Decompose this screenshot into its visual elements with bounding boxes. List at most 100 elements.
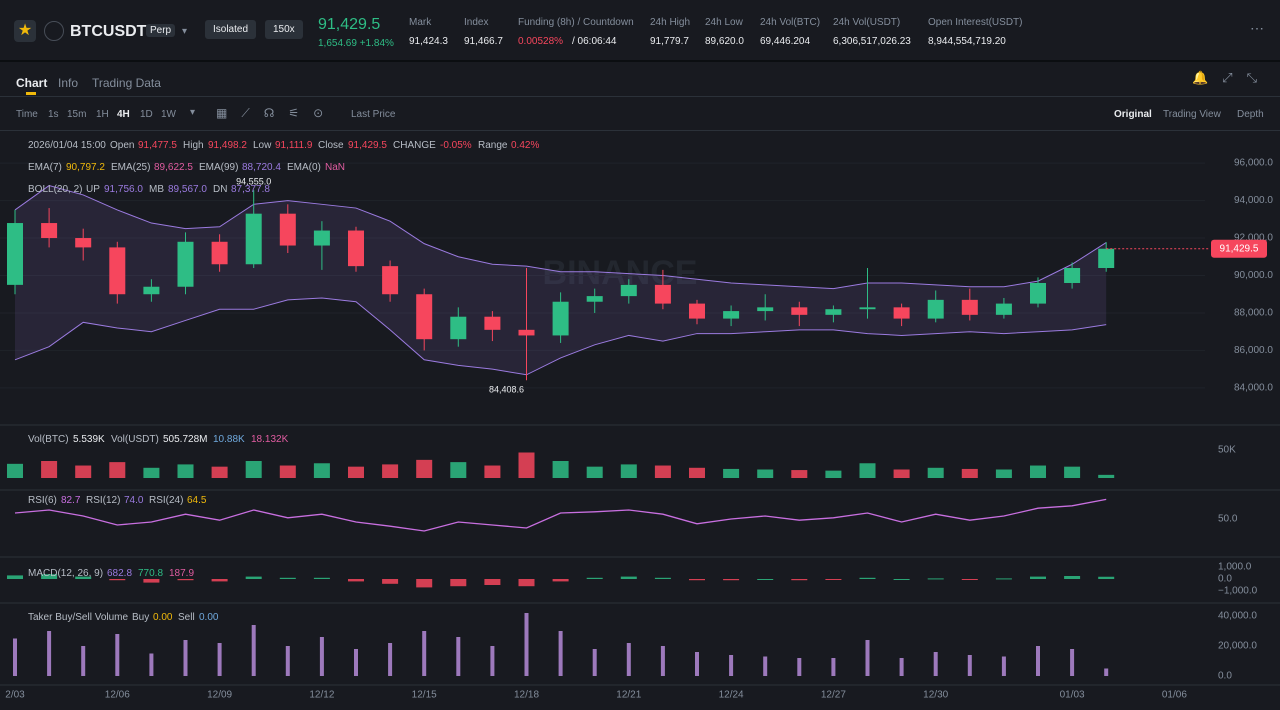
y-tick-label: 96,000.0 <box>1234 158 1273 169</box>
price-mode[interactable]: Last Price <box>351 109 396 120</box>
tab[interactable]: Chart <box>16 76 48 90</box>
candle-body <box>450 316 467 340</box>
stat-value: 6,306,517,026.23 <box>833 36 911 47</box>
legend-value: 0.42% <box>511 140 540 151</box>
taker-bar <box>183 640 188 676</box>
legend-label: UP <box>86 184 100 195</box>
volume-bar <box>757 469 774 478</box>
taker-bar <box>115 634 120 676</box>
legend-value: 91,477.5 <box>138 140 177 151</box>
macd-bar <box>450 579 467 587</box>
x-tick-label: 12/21 <box>616 690 641 701</box>
taker-bar <box>524 613 529 676</box>
volume-bar <box>41 461 58 478</box>
taker-bar <box>1104 668 1109 676</box>
candle-body <box>211 241 228 265</box>
taker-tick-label: 40,000.0 <box>1218 611 1257 622</box>
tab[interactable]: Info <box>58 76 79 90</box>
x-tick-label: 12/18 <box>514 690 539 701</box>
boll-line <box>14 297 1107 376</box>
candle-body <box>75 238 92 248</box>
x-tick-label: 01/06 <box>1162 690 1187 701</box>
candle-body <box>893 307 910 319</box>
favorite-star[interactable]: ★ <box>14 20 36 42</box>
taker-bar <box>354 649 358 676</box>
volume-bar <box>313 463 330 478</box>
legend-label: RSI(6) <box>28 495 57 506</box>
y-tick-label: 84,000.0 <box>1234 383 1273 394</box>
leverage[interactable]: 150x <box>265 20 303 39</box>
legend-value: 82.7 <box>61 495 81 506</box>
interval[interactable]: 4H <box>117 109 130 120</box>
taker-bar <box>217 643 222 676</box>
tool-icons[interactable]: ▦⟋☊⚟⊙ <box>216 106 338 120</box>
stat-label: Open Interest(USDT) <box>928 17 1023 28</box>
legend-value: 89,567.0 <box>168 184 207 195</box>
interval[interactable]: 1D <box>140 109 153 120</box>
stat-value: 8,944,554,719.20 <box>928 36 1006 47</box>
legend-value: 5.539K <box>73 434 105 445</box>
icons: 🔔⤢⤡ <box>1192 70 1271 85</box>
legend-value: 0.00 <box>199 612 219 623</box>
taker-bar <box>763 656 768 676</box>
legend-value: 64.5 <box>187 495 207 506</box>
y-tick-label: 94,000.0 <box>1234 195 1273 206</box>
interval[interactable]: 1H <box>96 109 109 120</box>
candle-body <box>1030 282 1046 304</box>
taker-bar <box>558 631 563 676</box>
view[interactable]: Depth <box>1237 109 1264 120</box>
legend-label: DN <box>213 184 228 195</box>
macd-bar <box>245 576 262 579</box>
interval: Time <box>16 109 38 120</box>
taker-bar <box>660 646 665 676</box>
candle-body <box>518 329 535 336</box>
toolbar: ▦⟋☊⚟⊙ Time 1s 15m 1H 4H 1D 1W ▾ Last Price Origin… <box>0 96 1280 131</box>
legend-label: MACD(12, 26, 9) <box>28 568 104 579</box>
volume-bar <box>143 467 160 478</box>
rsi-line <box>14 498 1107 532</box>
view[interactable]: Trading View <box>1163 109 1221 120</box>
taker-bar <box>1036 646 1040 676</box>
candle-body <box>177 241 194 287</box>
candle-body <box>995 303 1012 315</box>
interval[interactable]: 1s <box>48 109 59 120</box>
symbol[interactable]: BTCUSDT <box>70 23 147 40</box>
margin-mode[interactable]: Isolated <box>205 20 257 39</box>
candle-body <box>859 307 876 310</box>
candle-body <box>348 230 364 267</box>
view[interactable]: Original <box>1114 109 1152 120</box>
x-tick-label: 12/24 <box>719 690 744 701</box>
more-menu[interactable]: ⋯ <box>1250 20 1264 36</box>
tab[interactable]: Trading Data <box>92 76 161 90</box>
legend-label: Taker Buy/Sell Volume <box>28 612 129 623</box>
taker-bar <box>490 646 495 676</box>
taker-bar <box>831 658 836 676</box>
candle-body <box>757 307 774 312</box>
dropdown[interactable]: ▾ <box>182 26 188 37</box>
macd-bar <box>348 579 364 582</box>
legend-label: BOLL(20, 2) <box>28 184 83 195</box>
y-tick-label: 92,000.0 <box>1234 233 1273 244</box>
macd-bar <box>279 577 296 579</box>
volume-bar <box>620 464 637 478</box>
volume-bar <box>348 466 364 478</box>
taker-bar <box>81 646 86 676</box>
macd-bar <box>893 579 910 580</box>
candle-body <box>927 299 944 319</box>
macd-bar <box>689 579 705 581</box>
interval[interactable]: 1W <box>161 109 176 120</box>
price-annotation: 84,408.6 <box>489 385 524 395</box>
interval[interactable]: 15m <box>67 109 87 120</box>
macd-bar <box>1064 576 1081 579</box>
taker-bar <box>626 643 631 676</box>
macd-bar <box>723 579 740 581</box>
stat-value: / 06:06:44 <box>572 36 617 47</box>
legend-value: 187.9 <box>169 568 195 579</box>
legend-label: 2026/01/04 15:00 <box>28 140 106 151</box>
volume-bar <box>211 466 228 478</box>
stat-value: 89,620.0 <box>705 36 744 47</box>
candle-body <box>143 286 160 295</box>
taker-bar <box>592 649 597 676</box>
taker-bar <box>729 655 734 676</box>
candle-body <box>825 309 842 315</box>
